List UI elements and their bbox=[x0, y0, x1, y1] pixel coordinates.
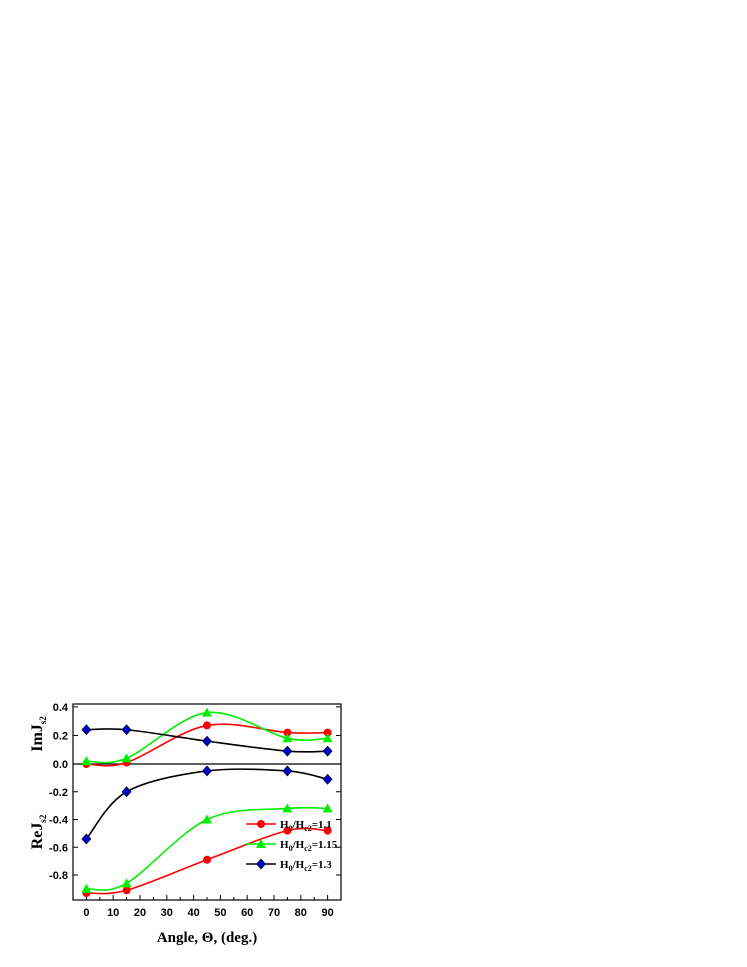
data-point-im-1 bbox=[322, 733, 333, 743]
data-point-re-1 bbox=[202, 814, 212, 824]
x-tick-label: 0 bbox=[83, 907, 89, 919]
data-point-re-2 bbox=[322, 773, 333, 785]
data-point-im-2 bbox=[121, 724, 132, 736]
data-point-re-2 bbox=[81, 833, 92, 845]
x-axis-title: Angle, Θ, (deg.) bbox=[157, 930, 257, 946]
data-point-re-0 bbox=[122, 886, 131, 895]
y-tick-label-top: 0.2 bbox=[53, 730, 68, 742]
x-tick-label: 30 bbox=[161, 907, 173, 919]
data-point-im-2 bbox=[202, 735, 212, 747]
data-point-re-1 bbox=[121, 878, 132, 888]
y-tick-label-top: 0.4 bbox=[53, 702, 69, 714]
x-tick-label: 60 bbox=[241, 907, 253, 919]
legend-label-1: H0/Hc2=1.15 bbox=[280, 839, 338, 853]
legend: H0/Hc2=1.1 H0/Hc2=1.15 H0/Hc2=1.3 bbox=[246, 819, 338, 873]
data-point-im-0 bbox=[203, 721, 211, 730]
x-tick-label: 90 bbox=[321, 907, 333, 919]
x-tick-label: 50 bbox=[214, 907, 226, 919]
data-point-im-1 bbox=[282, 733, 293, 743]
data-point-re-1 bbox=[81, 883, 92, 893]
x-tick-label: 20 bbox=[134, 907, 146, 919]
data-point-im-2 bbox=[81, 724, 92, 736]
data-point-im-2 bbox=[322, 745, 333, 757]
data-point-re-2 bbox=[202, 765, 212, 777]
y-tick-label-bottom: -0.8 bbox=[49, 870, 68, 882]
legend-marker-2 bbox=[256, 858, 266, 870]
data-point-re-0 bbox=[283, 826, 292, 835]
legend-marker-0 bbox=[257, 820, 265, 828]
y-axis-title-top: ImJs2 bbox=[29, 716, 48, 752]
data-point-im-1 bbox=[81, 756, 92, 766]
legend-label-2: H0/Hc2=1.3 bbox=[280, 859, 332, 873]
y-tick-label-bottom: -0.4 bbox=[49, 815, 69, 827]
data-point-im-1 bbox=[202, 707, 212, 717]
legend-label-0: H0/Hc2=1.1 bbox=[280, 819, 332, 833]
y-tick-label-top: 0.0 bbox=[53, 759, 68, 771]
data-point-re-1 bbox=[282, 803, 293, 813]
data-point-im-2 bbox=[282, 745, 293, 757]
data-point-im-0 bbox=[283, 728, 292, 737]
data-point-re-2 bbox=[282, 765, 293, 777]
x-tick-label: 40 bbox=[187, 907, 199, 919]
legend-marker-1 bbox=[256, 839, 266, 848]
data-point-re-2 bbox=[121, 786, 132, 798]
axis-titles: Angle, Θ, (deg.) ImJs2 ReJs2 bbox=[29, 716, 257, 946]
data-point-re-0 bbox=[203, 855, 211, 864]
x-tick-label: 10 bbox=[107, 907, 119, 919]
data-point-re-1 bbox=[322, 803, 333, 813]
y-tick-label-bottom: -0.6 bbox=[49, 842, 68, 854]
data-point-re-0 bbox=[323, 826, 332, 835]
data-point-im-1 bbox=[121, 753, 132, 763]
y-axis-title-bottom: ReJs2 bbox=[29, 814, 48, 849]
x-tick-label: 80 bbox=[295, 907, 307, 919]
y-tick-label-bottom: -0.2 bbox=[49, 787, 68, 799]
series-markers bbox=[81, 707, 333, 898]
x-tick-label: 70 bbox=[268, 907, 280, 919]
axis-ticks: 0 10 20 30 40 50 60 70 80 90 0.0 0.2 0.4 -0.8 -0.6 -0.4… bbox=[49, 702, 341, 919]
data-point-im-0 bbox=[323, 728, 332, 737]
